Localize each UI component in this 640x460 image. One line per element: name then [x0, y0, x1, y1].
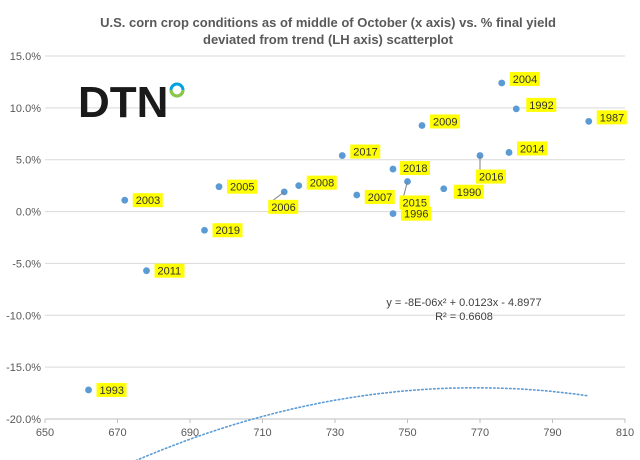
chart-title-line-2: deviated from trend (LH axis) scatterplo… — [203, 32, 454, 47]
axes: 15.0% 10.0% 5.0% 0.0% -5.0% -10.0% -15.0% -20.0… — [6, 51, 634, 439]
data-point-2007 — [353, 191, 361, 199]
x-tick-label: 810 — [616, 427, 634, 439]
data-label-2016: 2016 — [479, 172, 503, 184]
data-point-1993 — [85, 386, 92, 394]
chart-title-line-1: U.S. corn crop conditions as of middle o… — [100, 15, 556, 30]
data-label-box — [476, 169, 506, 184]
data-point-2003 — [121, 196, 129, 204]
data-label-1992: 1992 — [529, 100, 553, 112]
x-tick-label: 650 — [36, 427, 54, 439]
y-tick-label: -10.0% — [6, 310, 41, 322]
dtn-logo: DTN — [78, 78, 185, 127]
gridlines — [45, 55, 625, 368]
data-label-2005: 2005 — [230, 182, 254, 194]
data-point-2014 — [505, 149, 513, 156]
x-tick-label: 790 — [543, 427, 561, 439]
data-label-box — [401, 206, 431, 221]
y-tick-label: 5.0% — [16, 155, 41, 167]
x-tick-label: 670 — [108, 427, 126, 439]
data-label-2003: 2003 — [136, 195, 160, 207]
data-label-box — [227, 179, 257, 194]
data-label-2011: 2011 — [158, 266, 182, 278]
logo-text: DTN — [78, 78, 168, 127]
data-point-2004 — [498, 79, 506, 87]
data-label-2015: 2015 — [403, 197, 427, 209]
data-point-2009 — [418, 122, 426, 129]
data-label-box — [400, 161, 430, 176]
trendline-layer — [135, 387, 590, 460]
data-label-box — [453, 184, 484, 199]
data-label-2007: 2007 — [368, 192, 392, 204]
data-point-2008 — [295, 182, 303, 190]
data-point-1992 — [512, 105, 520, 113]
data-label-1990: 1990 — [457, 187, 481, 199]
data-point-2019 — [201, 226, 208, 234]
data-label-box — [526, 97, 557, 112]
data-label-2019: 2019 — [216, 225, 240, 237]
data-point-1990 — [440, 185, 448, 193]
data-label-box — [430, 114, 460, 129]
y-tick-label: -5.0% — [12, 258, 41, 270]
data-label-box — [596, 110, 627, 125]
trendline-r-squared: R² = 0.6608 — [435, 311, 493, 323]
x-tick-label: 710 — [253, 427, 271, 439]
data-label-1987: 1987 — [600, 112, 624, 124]
y-tick-label: 0.0% — [16, 207, 41, 219]
data-label-box — [509, 71, 540, 86]
x-tick-label: 730 — [326, 427, 344, 439]
data-label-2004: 2004 — [513, 74, 537, 86]
y-tick-label: 15.0% — [10, 51, 41, 63]
data-label-box — [517, 141, 547, 156]
data-point-2005 — [215, 183, 223, 191]
data-labels-layer: 1987 1990 1992 1993 1996 2003 2004 2005 2006 2007… — [96, 71, 627, 397]
data-label-box — [132, 193, 163, 208]
data-point-1987 — [585, 117, 593, 125]
data-label-box — [399, 195, 430, 210]
data-label-1996: 1996 — [404, 209, 428, 221]
data-label-2009: 2009 — [433, 116, 457, 128]
data-label-2014: 2014 — [520, 143, 544, 155]
data-label-box — [364, 189, 395, 204]
data-label-2018: 2018 — [403, 163, 427, 175]
data-label-box — [96, 382, 127, 397]
x-tick-label: 690 — [181, 427, 199, 439]
data-label-box — [268, 199, 299, 214]
x-tick-label: 750 — [398, 427, 416, 439]
data-label-2006: 2006 — [271, 202, 295, 214]
x-tick-label: 770 — [471, 427, 489, 439]
data-label-box — [350, 144, 381, 159]
data-point-2018 — [389, 165, 397, 173]
data-label-box — [306, 175, 337, 190]
data-label-2017: 2017 — [353, 147, 377, 159]
data-point-2011 — [143, 267, 150, 275]
data-label-box — [154, 263, 185, 278]
y-tick-label: -15.0% — [6, 362, 41, 374]
trendline — [135, 387, 590, 460]
y-tick-label: -20.0% — [6, 414, 41, 426]
logo-ring-accent-icon — [169, 89, 185, 98]
data-label-leader — [403, 181, 408, 197]
data-label-1993: 1993 — [100, 385, 124, 397]
data-point-2017 — [338, 152, 346, 159]
data-label-leader — [271, 191, 285, 202]
y-tick-label: 10.0% — [10, 103, 41, 115]
points-layer — [85, 79, 593, 394]
data-label-2008: 2008 — [310, 178, 334, 190]
data-point-1996 — [389, 210, 397, 218]
data-label-box — [212, 223, 243, 238]
trendline-equation: y = -8E-06x² + 0.0123x - 4.8977 — [386, 297, 541, 309]
